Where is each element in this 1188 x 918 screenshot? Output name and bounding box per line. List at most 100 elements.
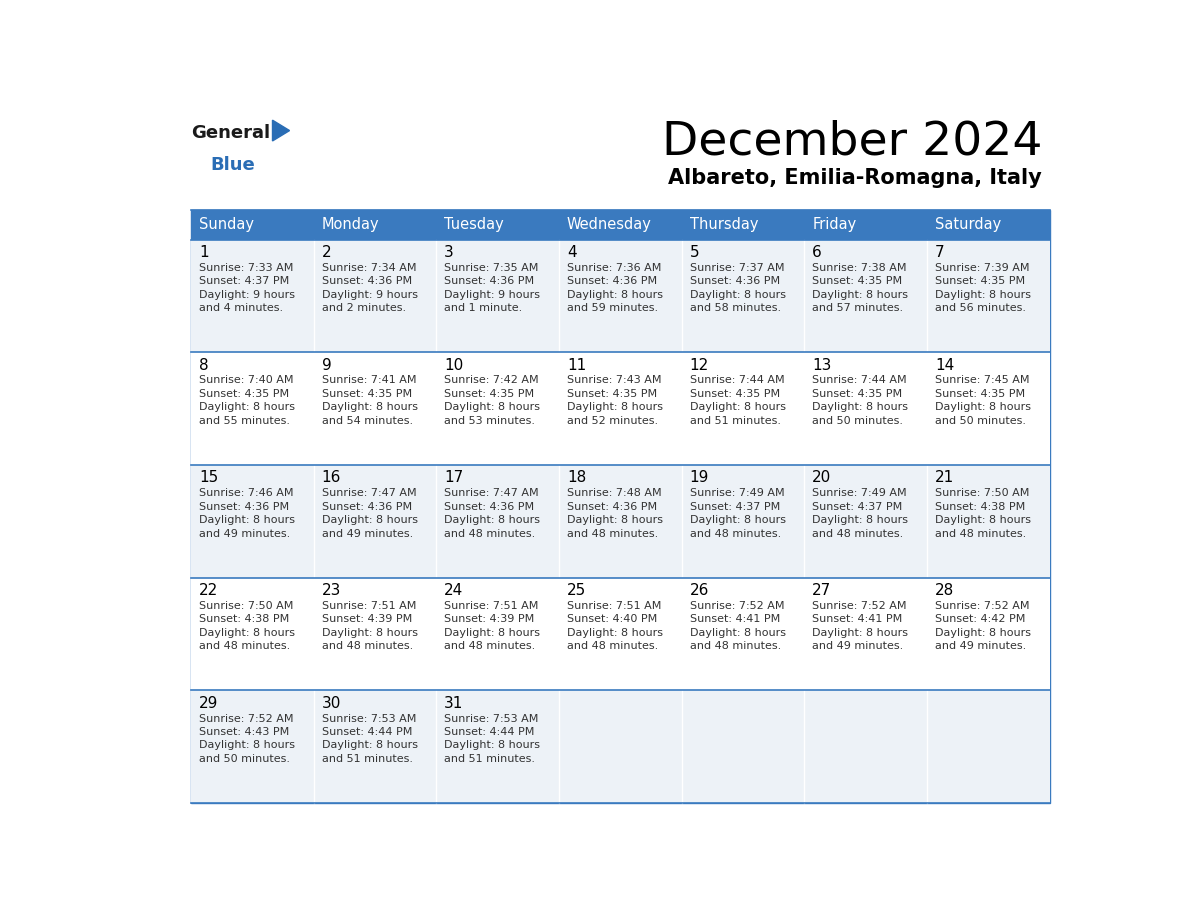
Text: 10: 10: [444, 358, 463, 373]
Text: and 56 minutes.: and 56 minutes.: [935, 303, 1026, 313]
Text: and 48 minutes.: and 48 minutes.: [689, 529, 781, 539]
Text: and 48 minutes.: and 48 minutes.: [444, 642, 536, 651]
Text: Sunrise: 7:47 AM: Sunrise: 7:47 AM: [444, 488, 539, 498]
Text: 19: 19: [689, 470, 709, 486]
Text: Daylight: 8 hours: Daylight: 8 hours: [935, 628, 1031, 638]
Text: 15: 15: [198, 470, 219, 486]
Text: and 58 minutes.: and 58 minutes.: [689, 303, 781, 313]
Text: Tuesday: Tuesday: [444, 218, 504, 232]
Text: Sunrise: 7:42 AM: Sunrise: 7:42 AM: [444, 375, 539, 386]
Text: Sunday: Sunday: [198, 218, 254, 232]
Text: and 51 minutes.: and 51 minutes.: [689, 416, 781, 426]
Text: Sunrise: 7:51 AM: Sunrise: 7:51 AM: [444, 600, 538, 610]
Text: and 57 minutes.: and 57 minutes.: [813, 303, 903, 313]
Text: Sunset: 4:36 PM: Sunset: 4:36 PM: [567, 276, 657, 286]
Text: Sunrise: 7:52 AM: Sunrise: 7:52 AM: [198, 713, 293, 723]
Text: Daylight: 8 hours: Daylight: 8 hours: [322, 515, 417, 525]
Text: Daylight: 8 hours: Daylight: 8 hours: [567, 628, 663, 638]
Text: 26: 26: [689, 583, 709, 599]
Text: Daylight: 8 hours: Daylight: 8 hours: [567, 289, 663, 299]
Text: Daylight: 9 hours: Daylight: 9 hours: [322, 289, 417, 299]
Text: Sunset: 4:36 PM: Sunset: 4:36 PM: [689, 276, 779, 286]
Text: Daylight: 8 hours: Daylight: 8 hours: [322, 628, 417, 638]
Text: Daylight: 9 hours: Daylight: 9 hours: [444, 289, 541, 299]
Text: and 49 minutes.: and 49 minutes.: [935, 642, 1026, 651]
Text: and 50 minutes.: and 50 minutes.: [198, 754, 290, 764]
Text: Sunrise: 7:34 AM: Sunrise: 7:34 AM: [322, 263, 416, 273]
Text: Daylight: 9 hours: Daylight: 9 hours: [198, 289, 295, 299]
Bar: [191, 210, 1050, 803]
Text: and 49 minutes.: and 49 minutes.: [813, 642, 904, 651]
Text: and 49 minutes.: and 49 minutes.: [322, 529, 412, 539]
Text: Daylight: 8 hours: Daylight: 8 hours: [444, 515, 541, 525]
Text: and 48 minutes.: and 48 minutes.: [322, 642, 412, 651]
Text: 7: 7: [935, 245, 944, 260]
Text: Sunset: 4:35 PM: Sunset: 4:35 PM: [689, 389, 779, 398]
Text: and 1 minute.: and 1 minute.: [444, 303, 523, 313]
Text: Sunrise: 7:52 AM: Sunrise: 7:52 AM: [813, 600, 906, 610]
Text: Sunset: 4:41 PM: Sunset: 4:41 PM: [689, 614, 779, 624]
Text: Sunrise: 7:50 AM: Sunrise: 7:50 AM: [935, 488, 1029, 498]
Text: 27: 27: [813, 583, 832, 599]
Text: Sunrise: 7:52 AM: Sunrise: 7:52 AM: [689, 600, 784, 610]
Text: Sunrise: 7:35 AM: Sunrise: 7:35 AM: [444, 263, 538, 273]
Text: Daylight: 8 hours: Daylight: 8 hours: [813, 289, 909, 299]
Text: Sunrise: 7:50 AM: Sunrise: 7:50 AM: [198, 600, 293, 610]
Text: Sunrise: 7:46 AM: Sunrise: 7:46 AM: [198, 488, 293, 498]
Text: Sunset: 4:39 PM: Sunset: 4:39 PM: [322, 614, 412, 624]
Bar: [191, 240, 1050, 353]
Text: Sunset: 4:36 PM: Sunset: 4:36 PM: [198, 501, 289, 511]
Text: Sunset: 4:41 PM: Sunset: 4:41 PM: [813, 614, 903, 624]
Text: Daylight: 8 hours: Daylight: 8 hours: [198, 402, 295, 412]
Text: Daylight: 8 hours: Daylight: 8 hours: [935, 289, 1031, 299]
Text: Daylight: 8 hours: Daylight: 8 hours: [444, 628, 541, 638]
Text: Sunrise: 7:44 AM: Sunrise: 7:44 AM: [813, 375, 906, 386]
Text: Daylight: 8 hours: Daylight: 8 hours: [198, 515, 295, 525]
Text: and 54 minutes.: and 54 minutes.: [322, 416, 412, 426]
Text: and 50 minutes.: and 50 minutes.: [935, 416, 1026, 426]
Text: Sunset: 4:35 PM: Sunset: 4:35 PM: [935, 276, 1025, 286]
Text: and 51 minutes.: and 51 minutes.: [444, 754, 536, 764]
Text: Daylight: 8 hours: Daylight: 8 hours: [813, 402, 909, 412]
Text: Sunset: 4:35 PM: Sunset: 4:35 PM: [813, 389, 903, 398]
Text: and 49 minutes.: and 49 minutes.: [198, 529, 290, 539]
Bar: [191, 465, 1050, 577]
Text: 14: 14: [935, 358, 954, 373]
Text: and 50 minutes.: and 50 minutes.: [813, 416, 903, 426]
Text: Sunrise: 7:40 AM: Sunrise: 7:40 AM: [198, 375, 293, 386]
Text: Sunset: 4:37 PM: Sunset: 4:37 PM: [689, 501, 779, 511]
Text: 20: 20: [813, 470, 832, 486]
Text: Friday: Friday: [813, 218, 857, 232]
Text: 30: 30: [322, 696, 341, 711]
Text: and 48 minutes.: and 48 minutes.: [198, 642, 290, 651]
Text: and 48 minutes.: and 48 minutes.: [567, 642, 658, 651]
Text: 31: 31: [444, 696, 463, 711]
Text: 3: 3: [444, 245, 454, 260]
Text: Sunset: 4:35 PM: Sunset: 4:35 PM: [935, 389, 1025, 398]
Text: and 48 minutes.: and 48 minutes.: [689, 642, 781, 651]
Text: Sunset: 4:36 PM: Sunset: 4:36 PM: [444, 276, 535, 286]
Text: Daylight: 8 hours: Daylight: 8 hours: [689, 402, 785, 412]
Text: Sunrise: 7:41 AM: Sunrise: 7:41 AM: [322, 375, 416, 386]
Text: Sunrise: 7:45 AM: Sunrise: 7:45 AM: [935, 375, 1030, 386]
Text: 1: 1: [198, 245, 209, 260]
Bar: [191, 210, 1050, 240]
Text: Daylight: 8 hours: Daylight: 8 hours: [935, 515, 1031, 525]
Text: and 48 minutes.: and 48 minutes.: [567, 529, 658, 539]
Text: Sunset: 4:35 PM: Sunset: 4:35 PM: [198, 389, 289, 398]
Text: Sunrise: 7:52 AM: Sunrise: 7:52 AM: [935, 600, 1030, 610]
Text: Sunset: 4:35 PM: Sunset: 4:35 PM: [444, 389, 535, 398]
Text: Monday: Monday: [322, 218, 379, 232]
Text: Daylight: 8 hours: Daylight: 8 hours: [444, 402, 541, 412]
Text: and 48 minutes.: and 48 minutes.: [813, 529, 904, 539]
Text: Sunset: 4:38 PM: Sunset: 4:38 PM: [935, 501, 1025, 511]
Text: 18: 18: [567, 470, 586, 486]
Text: Sunrise: 7:33 AM: Sunrise: 7:33 AM: [198, 263, 293, 273]
Text: Sunset: 4:35 PM: Sunset: 4:35 PM: [322, 389, 412, 398]
Text: 28: 28: [935, 583, 954, 599]
Text: Sunrise: 7:47 AM: Sunrise: 7:47 AM: [322, 488, 416, 498]
Text: 21: 21: [935, 470, 954, 486]
Text: Wednesday: Wednesday: [567, 218, 652, 232]
Text: and 48 minutes.: and 48 minutes.: [444, 529, 536, 539]
Text: Daylight: 8 hours: Daylight: 8 hours: [567, 515, 663, 525]
